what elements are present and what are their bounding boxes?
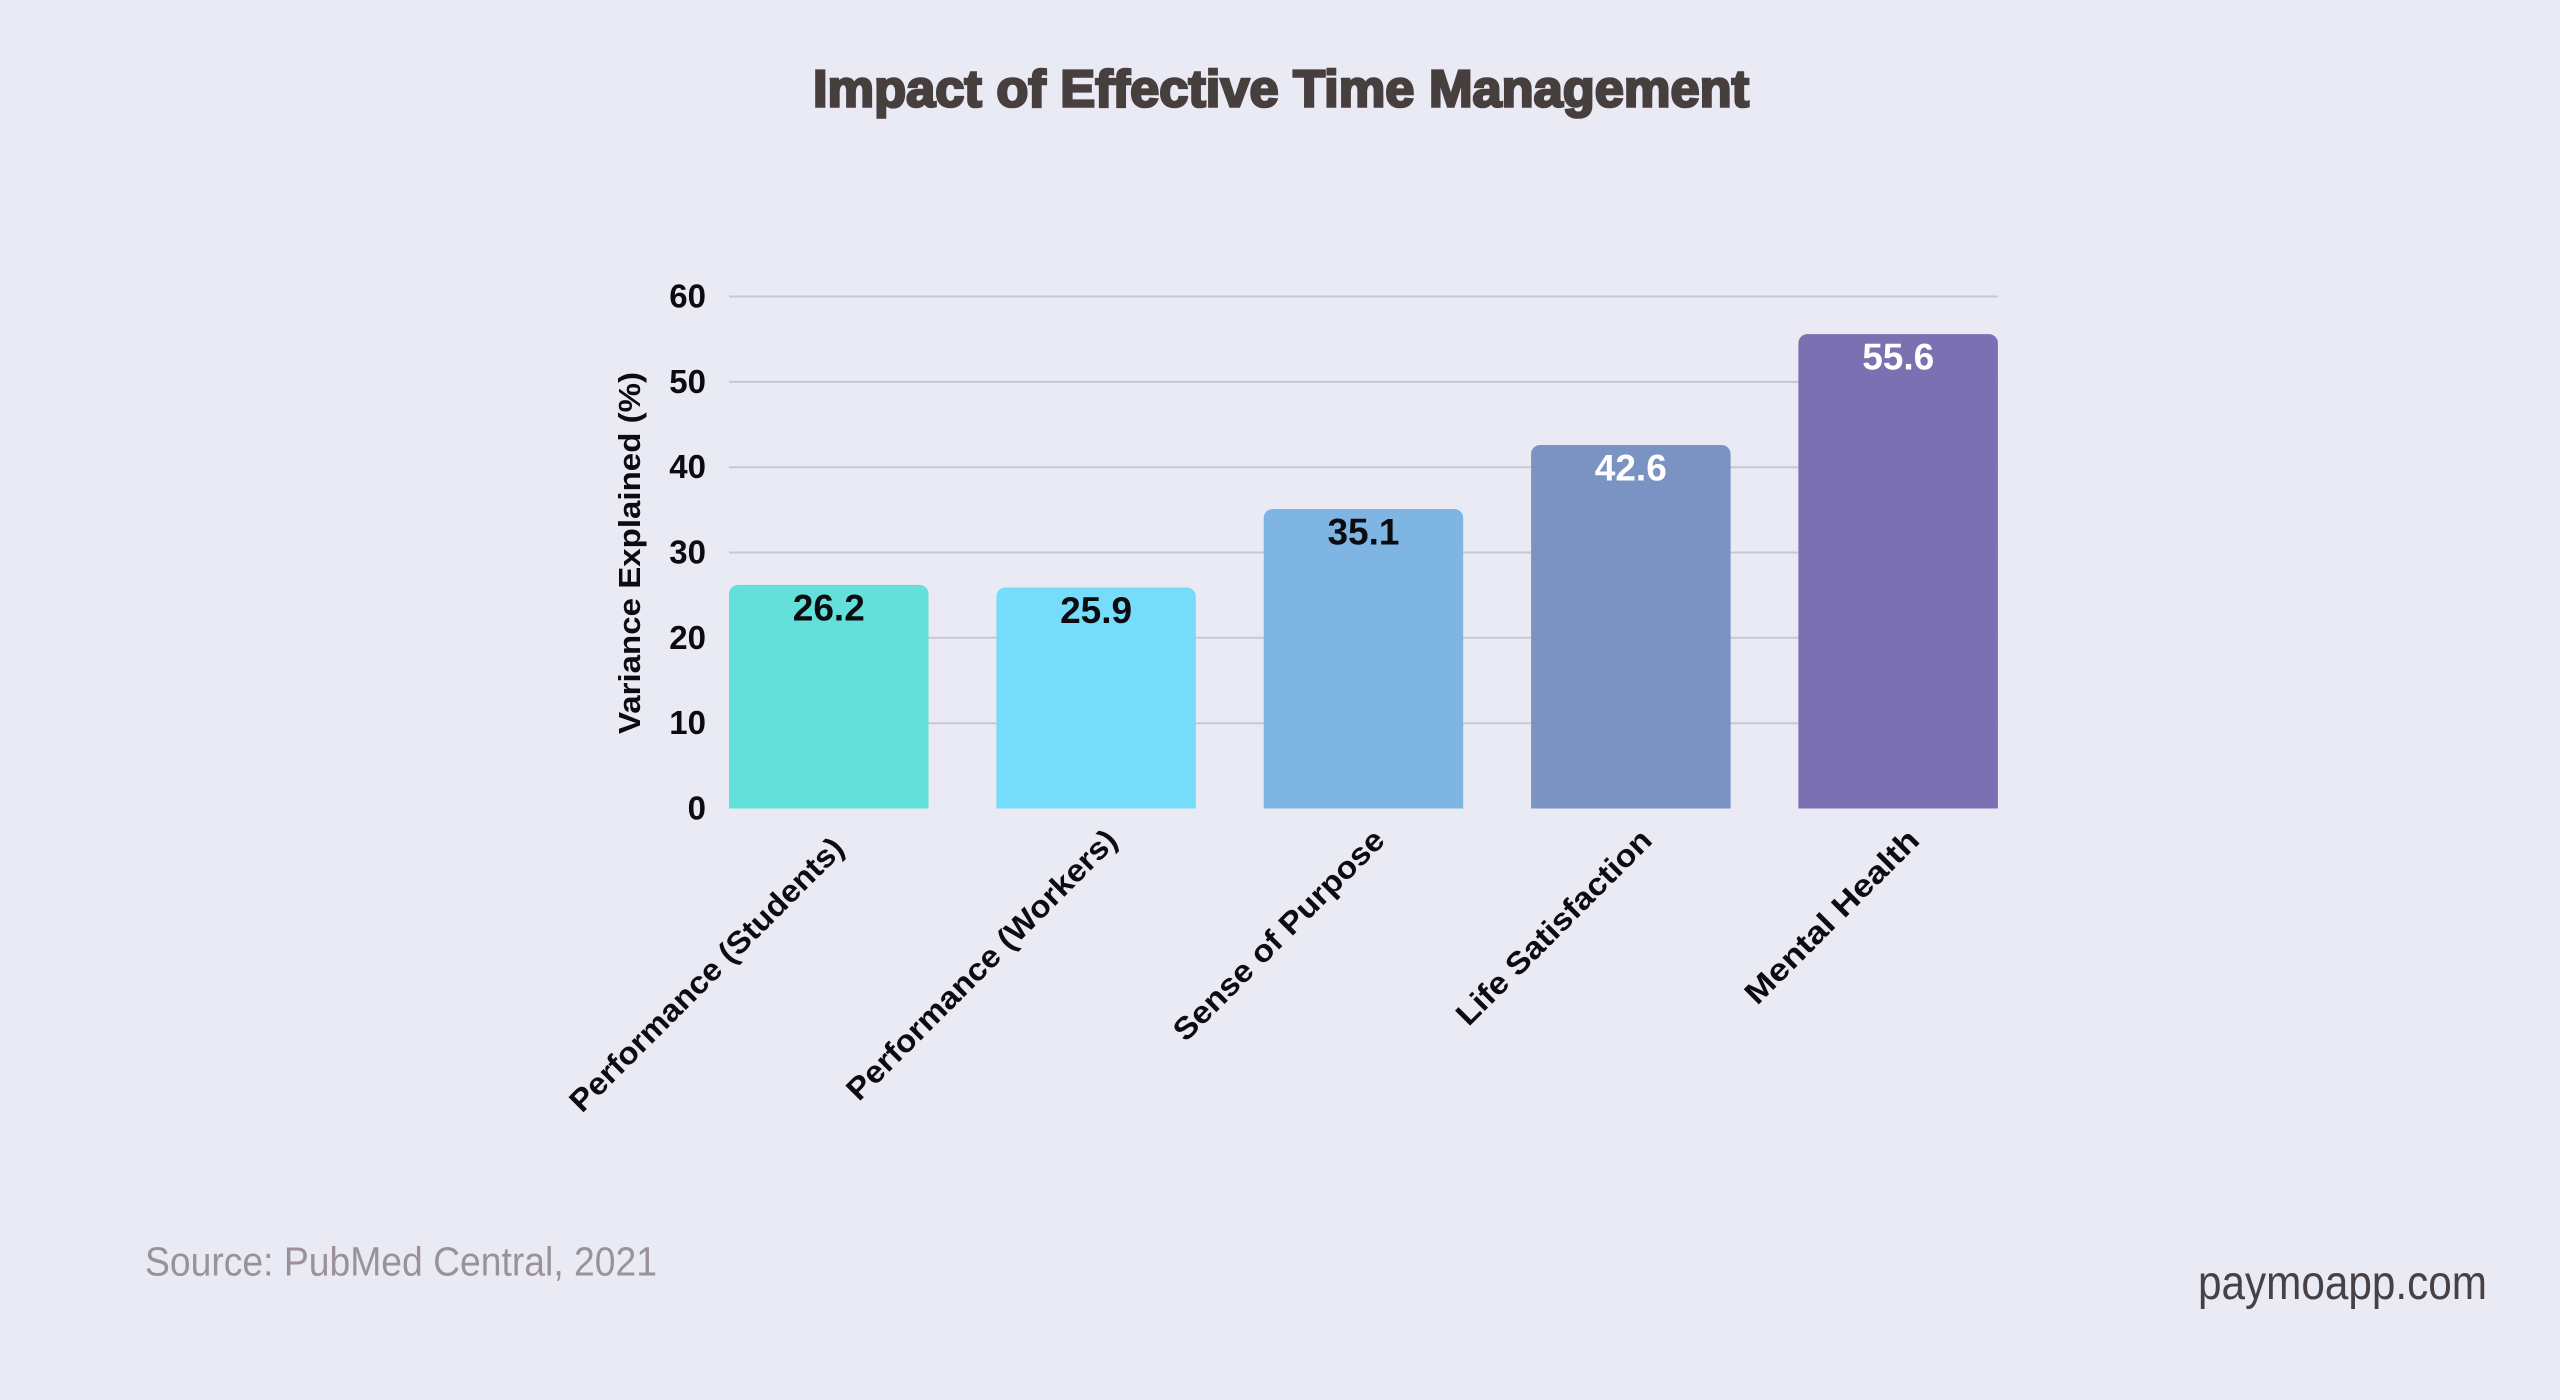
svg-text:40: 40 xyxy=(669,448,706,485)
svg-text:42.6: 42.6 xyxy=(1595,448,1667,489)
svg-text:60: 60 xyxy=(669,278,706,315)
svg-text:25.9: 25.9 xyxy=(1060,590,1132,631)
svg-text:30: 30 xyxy=(669,534,706,571)
svg-text:20: 20 xyxy=(669,619,706,656)
svg-text:35.1: 35.1 xyxy=(1327,512,1399,553)
svg-text:0: 0 xyxy=(688,790,706,827)
svg-text:10: 10 xyxy=(669,704,706,741)
svg-text:Variance Explained (%): Variance Explained (%) xyxy=(612,372,647,734)
svg-text:50: 50 xyxy=(669,363,706,400)
svg-text:26.2: 26.2 xyxy=(793,587,865,628)
svg-text:paymoapp.com: paymoapp.com xyxy=(2198,1257,2487,1310)
svg-text:Source: PubMed Central, 2021: Source: PubMed Central, 2021 xyxy=(145,1239,657,1285)
svg-text:Impact of Effective Time Manag: Impact of Effective Time Management xyxy=(813,61,1749,119)
svg-text:55.6: 55.6 xyxy=(1862,337,1934,378)
